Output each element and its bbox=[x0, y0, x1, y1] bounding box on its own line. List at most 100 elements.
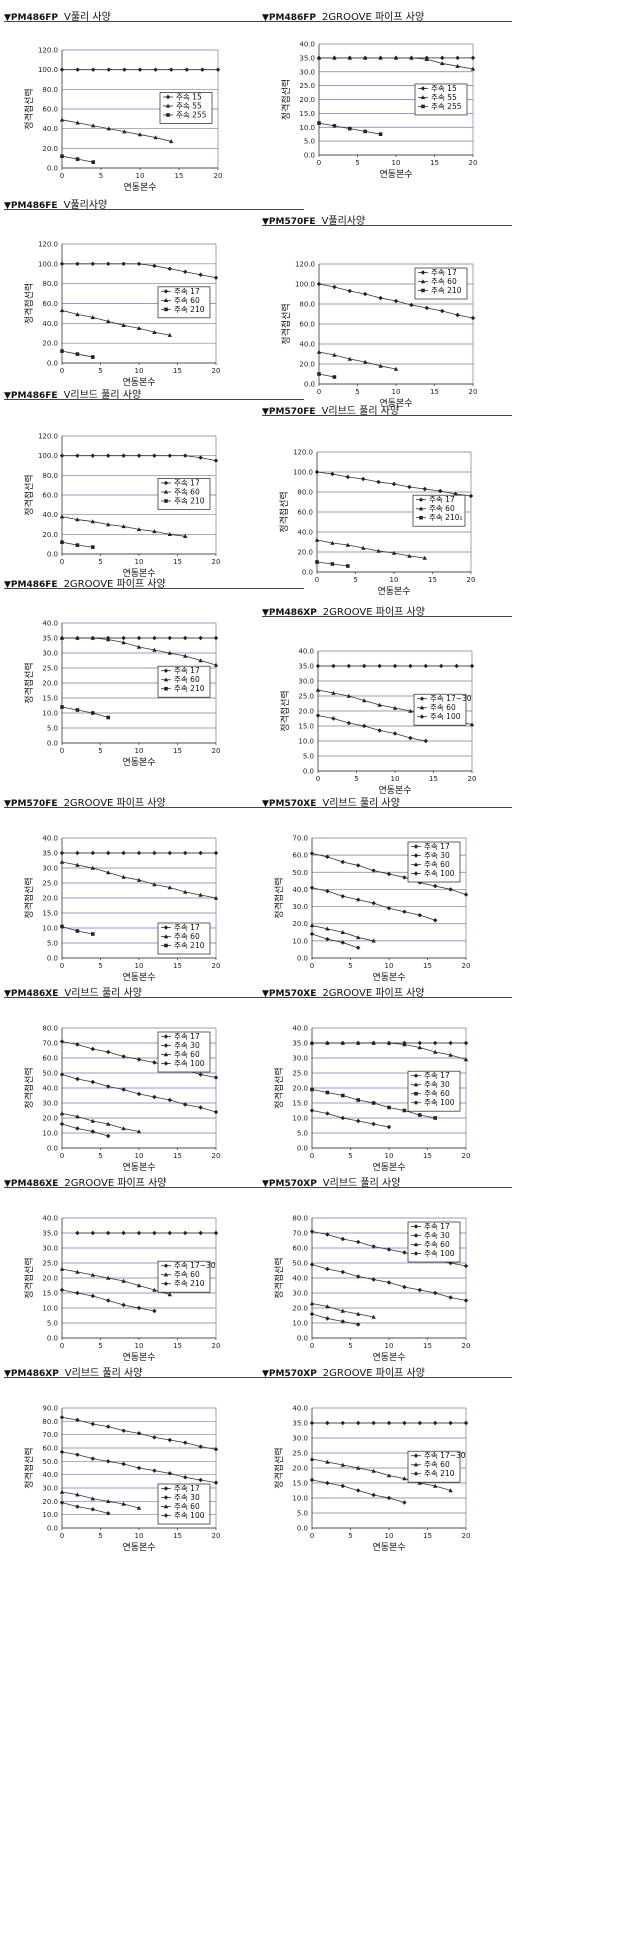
chart-title: ▼PM570XE V리브드 풀리 사양 bbox=[262, 794, 400, 809]
legend-marker bbox=[421, 104, 425, 109]
data-point bbox=[106, 453, 111, 458]
data-point bbox=[325, 1304, 330, 1309]
chart-spec: 2GROOVE 파이프 사양 bbox=[322, 12, 425, 23]
data-point bbox=[407, 484, 412, 490]
data-point bbox=[153, 67, 158, 72]
y-tick-label: 35.0 bbox=[42, 635, 58, 643]
legend-marker bbox=[413, 1082, 419, 1087]
chart-panel: ▼PM570FE V풀리사양 0.0 20.0 40.0 60.0 80.0 100.0 120… bbox=[262, 212, 512, 436]
y-tick-label: 0.0 bbox=[297, 1145, 308, 1153]
legend-label: 주속 30 bbox=[424, 851, 450, 860]
data-point bbox=[356, 1239, 361, 1245]
y-tick-label: 10.0 bbox=[42, 925, 58, 933]
data-point bbox=[325, 1316, 330, 1321]
data-point bbox=[59, 859, 65, 864]
data-point bbox=[409, 302, 414, 308]
data-point bbox=[439, 663, 444, 669]
x-tick-label: 15 bbox=[173, 1342, 182, 1350]
legend-label: 주속 60 bbox=[174, 1502, 200, 1511]
y-tick-label: 30.0 bbox=[298, 678, 314, 686]
chart-model: PM486FE bbox=[10, 391, 58, 401]
legend-marker bbox=[164, 307, 168, 312]
data-point bbox=[309, 1229, 315, 1234]
legend-marker bbox=[163, 1486, 169, 1491]
data-point bbox=[75, 517, 80, 522]
data-point bbox=[75, 1042, 80, 1047]
data-point bbox=[90, 1129, 95, 1134]
x-tick-label: 20 bbox=[468, 775, 477, 783]
data-point bbox=[106, 1084, 111, 1089]
data-point bbox=[392, 731, 398, 736]
data-point bbox=[183, 850, 188, 856]
chart-spec: V리브드 풀리 사양 bbox=[322, 1178, 401, 1189]
y-tick-label: 20.0 bbox=[299, 361, 315, 369]
data-point bbox=[356, 1420, 361, 1426]
data-point bbox=[75, 1492, 80, 1497]
data-point bbox=[371, 1244, 376, 1249]
x-tick-label: 10 bbox=[392, 388, 401, 396]
chart-title: ▼PM486XE V리브드 풀리 사양 bbox=[4, 984, 142, 999]
legend-box bbox=[159, 92, 213, 124]
data-point bbox=[59, 308, 65, 313]
chart-title: ▼PM486FP 2GROOVE 파이프 사양 bbox=[262, 8, 424, 23]
chart-panel: ▼PM486FE V리브드 풀리 사양 0.0 20.0 40.0 60.0 80.0 100… bbox=[4, 386, 304, 610]
y-tick-label: 20.0 bbox=[42, 1275, 58, 1283]
data-point bbox=[90, 519, 95, 524]
y-tick-label: 5.0 bbox=[297, 1130, 308, 1138]
legend-label: 주속 17 bbox=[174, 287, 200, 296]
data-point bbox=[106, 522, 111, 527]
x-axis-label: 연동본수 bbox=[372, 1542, 405, 1553]
y-tick-label: 40.0 bbox=[299, 41, 315, 49]
data-point bbox=[470, 55, 476, 61]
data-point bbox=[325, 888, 330, 894]
y-tick-label: 40.0 bbox=[42, 1215, 58, 1223]
chart-spec: 2GROOVE 파이프 사양 bbox=[64, 1178, 167, 1189]
chart-title: ▼PM486XP 2GROOVE 파이프 사양 bbox=[262, 603, 425, 618]
data-point bbox=[59, 1121, 65, 1127]
data-point bbox=[106, 1499, 111, 1504]
data-point bbox=[363, 55, 368, 60]
chart-model: PM486XE bbox=[10, 989, 59, 999]
data-point bbox=[417, 1480, 422, 1485]
legend-marker bbox=[163, 1495, 169, 1500]
data-point bbox=[91, 67, 96, 72]
chart-svg: 0.0 5.0 10.0 15.0 20.0 25.0 30.0 35.0 40.0 0 5 10 15… bbox=[23, 835, 220, 984]
data-point bbox=[386, 1280, 392, 1285]
chart-svg: 0.0 20.0 40.0 60.0 80.0 100.0 120.0 0 5 10 15 20 연동본… bbox=[23, 241, 220, 389]
data-point bbox=[325, 1266, 330, 1272]
y-tick-label: 20.0 bbox=[297, 549, 313, 557]
data-point bbox=[121, 635, 126, 641]
data-point bbox=[121, 1302, 126, 1308]
data-point bbox=[448, 887, 453, 892]
legend-marker bbox=[163, 925, 169, 930]
y-tick-label: 60.0 bbox=[42, 492, 58, 500]
legend-label: 주속 100 bbox=[430, 712, 461, 721]
data-point bbox=[309, 1420, 315, 1426]
data-point bbox=[315, 687, 321, 692]
legend-label: 주속 17 bbox=[429, 495, 455, 504]
data-point bbox=[136, 1305, 142, 1311]
y-tick-label: 80.0 bbox=[299, 301, 315, 309]
x-tick-label: 10 bbox=[135, 558, 144, 566]
data-point bbox=[59, 850, 65, 856]
y-tick-label: 40.0 bbox=[299, 341, 315, 349]
data-point bbox=[309, 1108, 315, 1113]
legend-marker bbox=[164, 943, 168, 948]
x-tick-label: 5 bbox=[355, 388, 359, 396]
x-axis-label: 연동본수 bbox=[372, 972, 405, 983]
data-point bbox=[183, 1440, 188, 1445]
x-tick-label: 5 bbox=[348, 1532, 352, 1540]
chart-panel: ▼PM570XP 2GROOVE 파이프 사양 0.0 5.0 10.0 15.0 20.0… bbox=[262, 1364, 512, 1588]
legend-label: 주속 17~30 bbox=[424, 1451, 466, 1460]
x-tick-label: 20 bbox=[212, 747, 221, 755]
data-point bbox=[136, 1505, 142, 1510]
data-point bbox=[433, 1483, 438, 1488]
data-point bbox=[356, 935, 361, 940]
data-point bbox=[90, 1456, 95, 1461]
chart-panel: ▼PM486FE 2GROOVE 파이프 사양 0.0 5.0 10.0 15.0 20.0… bbox=[4, 575, 304, 799]
data-point bbox=[356, 1274, 361, 1279]
title-rule bbox=[4, 209, 304, 210]
